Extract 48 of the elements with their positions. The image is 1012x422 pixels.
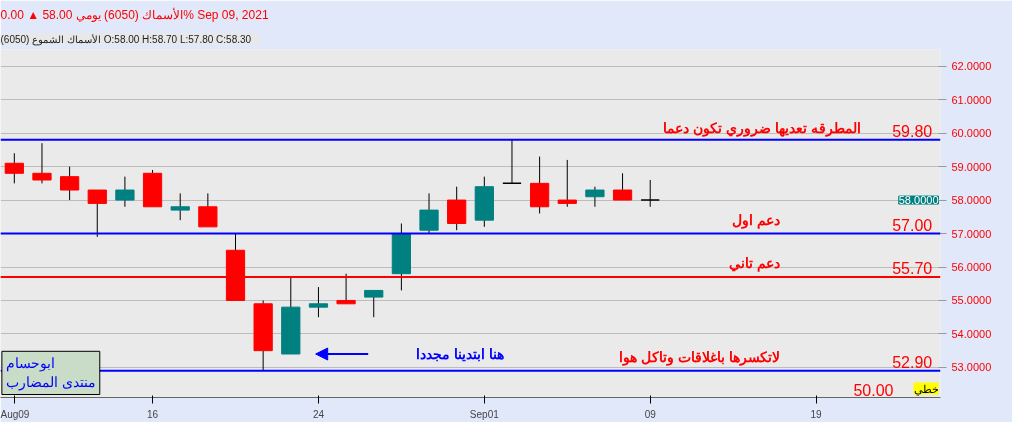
x-tick-label: 16 [147, 408, 159, 420]
y-tick-label: 54.0000 [951, 327, 992, 340]
candlestick [198, 192, 218, 228]
y-tick-label: 56.0000 [951, 261, 992, 273]
y-tick-label: 62.0000 [951, 60, 992, 73]
ref-line-label: 57.00 [892, 216, 933, 234]
candlestick [640, 179, 661, 208]
x-tick-label: 24 [312, 408, 325, 420]
y-tick-label: 53.0000 [951, 361, 992, 374]
annotation: المطرقه تعديها ضروري تكون دعما [663, 119, 861, 137]
y-tick-label: 61.0000 [951, 93, 992, 106]
candlestick [32, 142, 52, 184]
candlestick [364, 289, 384, 318]
candlestick [447, 186, 467, 231]
candlestick [529, 156, 550, 214]
chart-title: الأسماك (6050) يومي 58.00 ▲ 0.00% Sep 09, 2021 [0, 6, 269, 22]
y-tick-label: 60.0000 [951, 127, 992, 140]
x-tick-label: Sep01 [469, 408, 500, 420]
x-tick-label: 09 [644, 408, 657, 420]
y-tick-label: 57.0000 [951, 227, 992, 240]
annotation: هنا ابتدينا مجددا [415, 346, 504, 362]
annotation: خطي [913, 382, 939, 396]
x-tick-label: 19 [810, 408, 823, 420]
candlestick [585, 186, 605, 208]
y-tick-label: 58.0000 [951, 194, 992, 207]
candlestick [612, 172, 633, 201]
candlestick [87, 189, 107, 238]
annotation: ابوحسام منتدى المضارب [5, 355, 96, 392]
candlestick [502, 139, 522, 185]
candlestick [557, 159, 577, 208]
ref-line-label: 59.80 [892, 122, 933, 140]
chart-subtitle: الأسماك الشموع (6050) O:58.00 H:58.70 L:57.80 C:58.30 [0, 33, 252, 46]
candlestick [170, 192, 190, 221]
candlestick [115, 176, 135, 208]
annotation: دعم اول [732, 211, 781, 229]
y-tick-label: 55.0000 [951, 294, 992, 307]
candlestick [4, 152, 24, 184]
annotation: دعم تاني [729, 255, 781, 273]
ref-line-label: 55.70 [892, 260, 933, 278]
annotation: 58.0000 [898, 194, 939, 207]
candlestick [308, 286, 329, 318]
ref-line-label: 52.90 [892, 353, 933, 371]
candlestick [419, 192, 439, 235]
annotation: 50.00 [853, 381, 894, 399]
annotation: لاتكسرها باغلاقات وتاكل هوا [619, 348, 781, 366]
candlestick [59, 166, 80, 201]
y-tick-label: 59.0000 [951, 160, 992, 173]
x-tick-label: Aug09 [0, 408, 30, 420]
